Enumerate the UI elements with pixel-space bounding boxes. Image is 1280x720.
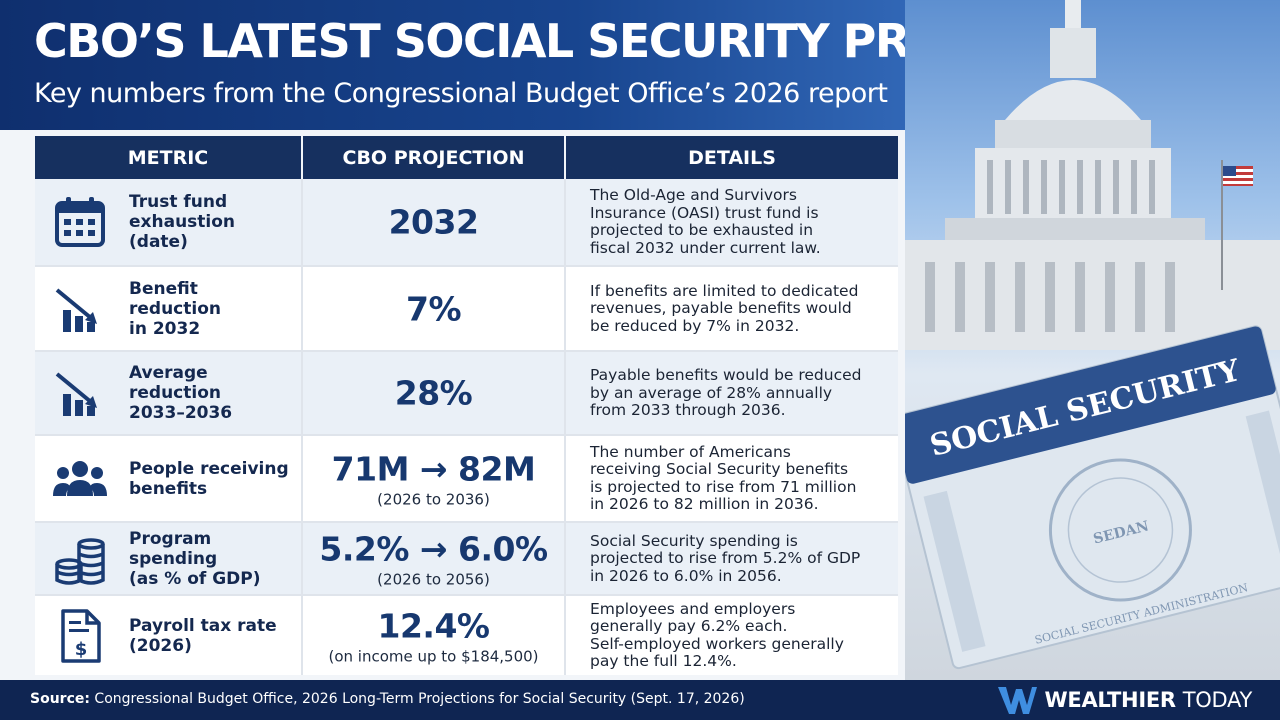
- metric-cell: Program spending (as % of GDP): [35, 523, 303, 594]
- details-text: Social Security spending is projected to…: [590, 531, 861, 585]
- details-cell: Social Security spending is projected to…: [566, 523, 898, 594]
- page-subtitle: Key numbers from the Congressional Budge…: [34, 78, 888, 109]
- footer-bar: Source: Congressional Budget Office, 202…: [0, 680, 1280, 720]
- metric-label: Average reduction 2033–2036: [129, 363, 233, 423]
- projections-table: METRIC CBO PROJECTION DETAILS Trust fund…: [0, 130, 905, 680]
- projection-value: 71M → 82M: [331, 449, 536, 488]
- projection-cell: 28%: [303, 352, 566, 434]
- svg-text:$: $: [75, 639, 88, 660]
- coin-stack-icon: [55, 537, 105, 585]
- capitol-social-security-photo: SOCIAL SECURITY SEDAN SOCIAL SECURITY AD…: [905, 0, 1280, 680]
- projection-value: 2032: [388, 202, 479, 242]
- metric-cell: Trust fund exhaustion (date): [35, 179, 303, 265]
- table-row: People receiving benefits 71M → 82M (202…: [35, 436, 898, 523]
- photo-illustration: SOCIAL SECURITY SEDAN SOCIAL SECURITY AD…: [905, 0, 1280, 670]
- details-text: If benefits are limited to dedicated rev…: [590, 281, 859, 335]
- source-label: Source:: [30, 691, 90, 707]
- capitol-building: [905, 0, 1280, 350]
- projection-period: (2026 to 2056): [377, 570, 490, 588]
- calendar-icon: [55, 197, 105, 247]
- source-citation: Source: Congressional Budget Office, 202…: [30, 691, 745, 707]
- metric-label: Program spending (as % of GDP): [129, 528, 261, 589]
- projection-value: 5.2% → 6.0%: [319, 529, 548, 568]
- metric-label: Benefit reduction in 2032: [129, 278, 221, 339]
- projection-value: 28%: [394, 373, 473, 413]
- column-header-details: DETAILS: [688, 146, 776, 169]
- details-cell: Employees and employers generally pay 6.…: [566, 596, 898, 675]
- brand-name-light: TODAY: [1182, 688, 1253, 712]
- table-row: Program spending (as % of GDP) 5.2% → 6.…: [35, 523, 898, 596]
- people-icon: [53, 460, 107, 496]
- w-logo-icon: [997, 687, 1037, 714]
- projection-value: 7%: [405, 289, 462, 328]
- projection-cell: 12.4% (on income up to $184,500): [303, 596, 566, 675]
- projection-cell: 71M → 82M (2026 to 2036): [303, 436, 566, 521]
- details-text: Payable benefits would be reduced by an …: [590, 365, 862, 419]
- projection-cell: 7%: [303, 267, 566, 350]
- projection-cell: 2032: [303, 179, 566, 265]
- table-header: METRIC CBO PROJECTION DETAILS: [35, 136, 898, 179]
- source-text: Congressional Budget Office, 2026 Long-T…: [94, 691, 745, 707]
- declining-chart-icon: [55, 287, 97, 332]
- details-text: Employees and employers generally pay 6.…: [590, 599, 844, 670]
- metric-cell: Benefit reduction in 2032: [35, 267, 303, 350]
- brand-logo: WEALTHIER TODAY: [997, 685, 1252, 715]
- tax-document-icon: $: [61, 608, 101, 663]
- table-row: Trust fund exhaustion (date) 2032 The Ol…: [35, 179, 898, 267]
- metric-label: People receiving benefits: [129, 458, 289, 499]
- details-cell: If benefits are limited to dedicated rev…: [566, 267, 898, 350]
- column-header-projection: CBO PROJECTION: [303, 136, 566, 179]
- column-header-metric: METRIC: [35, 136, 303, 179]
- metric-cell: $ Payroll tax rate (2026): [35, 596, 303, 675]
- details-text: The Old-Age and Survivors Insurance (OAS…: [590, 186, 821, 257]
- table-row: $ Payroll tax rate (2026) 12.4% (on inco…: [35, 596, 898, 675]
- projection-value: 12.4%: [377, 606, 491, 645]
- details-text: The number of Americans receiving Social…: [590, 442, 857, 513]
- metric-cell: People receiving benefits: [35, 436, 303, 521]
- metric-label: Payroll tax rate (2026): [129, 615, 277, 656]
- table-row: Average reduction 2033–2036 28% Payable …: [35, 352, 898, 436]
- declining-chart-icon: [55, 372, 97, 416]
- details-cell: The number of Americans receiving Social…: [566, 436, 898, 521]
- american-flag: [1221, 160, 1253, 290]
- projection-period: (2026 to 2036): [377, 490, 490, 508]
- brand-name: WEALTHIER TODAY: [1044, 688, 1253, 712]
- details-cell: The Old-Age and Survivors Insurance (OAS…: [566, 179, 898, 265]
- projection-note: (on income up to $184,500): [328, 647, 539, 665]
- metric-label: Trust fund exhaustion (date): [129, 192, 236, 252]
- table-row: Benefit reduction in 2032 7% If benefits…: [35, 267, 898, 352]
- projection-cell: 5.2% → 6.0% (2026 to 2056): [303, 523, 566, 594]
- brand-name-bold: WEALTHIER: [1044, 688, 1177, 712]
- social-security-card: SOCIAL SECURITY SEDAN SOCIAL SECURITY AD…: [905, 325, 1280, 670]
- details-cell: Payable benefits would be reduced by an …: [566, 352, 898, 434]
- metric-cell: Average reduction 2033–2036: [35, 352, 303, 434]
